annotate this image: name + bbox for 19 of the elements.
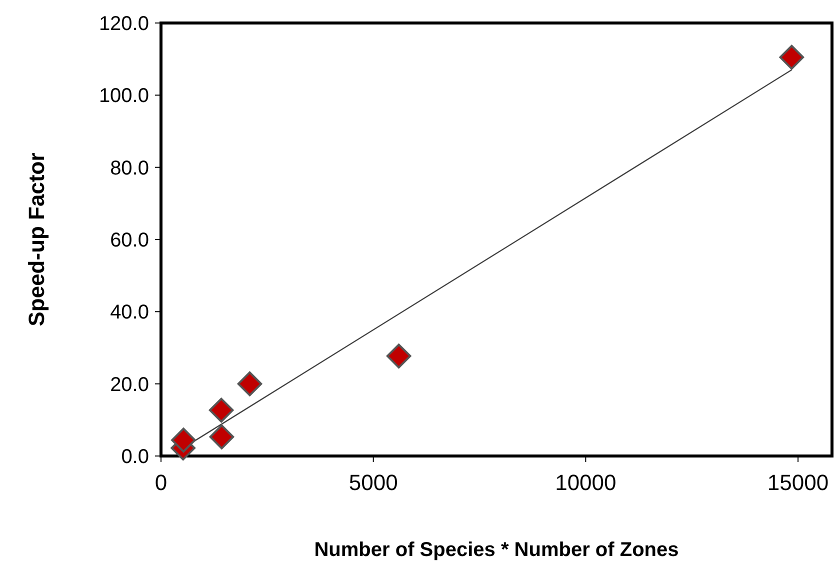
point: [208, 398, 234, 423]
y-tick-label: 100.0: [98, 85, 149, 108]
point: [237, 371, 262, 396]
y-tick-label: 60.0: [110, 230, 149, 252]
y-axis-title: Speed-up Factor: [24, 152, 49, 326]
point: [171, 428, 196, 453]
x-axis-title: Number of Species * Number of Zones: [314, 539, 679, 561]
y-tick-label: 120.0: [98, 13, 149, 35]
y-tick-label: 20.0: [110, 374, 149, 396]
x-tick-label: 0: [154, 470, 168, 495]
x-tick-label: 5000: [348, 470, 398, 495]
point: [209, 424, 234, 450]
y-tick-label: 0.0: [121, 446, 149, 468]
y-tick-label: 80.0: [110, 157, 149, 180]
x-tick-label: 10000: [555, 470, 616, 495]
x-tick-label: 15000: [767, 470, 829, 495]
point: [386, 344, 412, 368]
y-tick-label: 40.0: [110, 302, 149, 324]
point: [779, 44, 804, 70]
